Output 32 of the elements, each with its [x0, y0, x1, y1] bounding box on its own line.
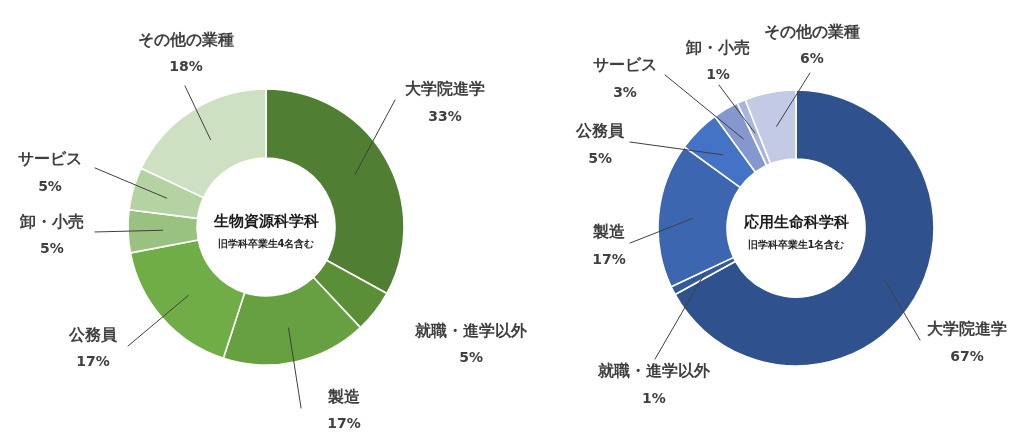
slice-label: 大学院進学	[926, 319, 1007, 339]
slice-label: サービス	[18, 149, 83, 169]
data-label: 3%	[613, 83, 637, 100]
slice-label: 大学院進学	[404, 79, 485, 99]
text: 生物資源科学科	[212, 212, 319, 230]
data-label: 18%	[169, 58, 203, 75]
text: 応用生命科学科	[742, 213, 849, 231]
data-label: 5%	[588, 149, 612, 166]
slice-label: サービス	[593, 55, 658, 75]
data-label: 1%	[706, 66, 730, 83]
data-label: 5%	[459, 349, 483, 366]
data-label: 5%	[40, 240, 64, 257]
text: 旧学科卒業生1名含む	[747, 238, 845, 250]
slice-label: 製造	[326, 386, 361, 406]
slice-label: 公務員	[67, 324, 118, 344]
slice-label: その他の業種	[137, 29, 234, 49]
slice-label: 公務員	[575, 121, 626, 141]
slice-label: 製造	[592, 222, 627, 242]
data-label: 6%	[800, 50, 824, 67]
slice-label: 就職・進学以外	[597, 361, 711, 381]
slice-label: 卸・小売	[18, 211, 84, 231]
data-label: 33%	[428, 107, 462, 124]
text: 旧学科卒業生4名含む	[217, 237, 315, 249]
data-label: 67%	[950, 347, 984, 364]
slice-label: 就職・進学以外	[414, 320, 529, 340]
data-label: 1%	[642, 389, 666, 406]
data-label: 17%	[592, 250, 626, 267]
slice-label: その他の業種	[764, 21, 861, 41]
data-label: 5%	[38, 177, 62, 194]
data-label: 17%	[327, 415, 361, 432]
slice-label: 卸・小売	[685, 37, 751, 57]
data-label: 17%	[76, 353, 110, 370]
